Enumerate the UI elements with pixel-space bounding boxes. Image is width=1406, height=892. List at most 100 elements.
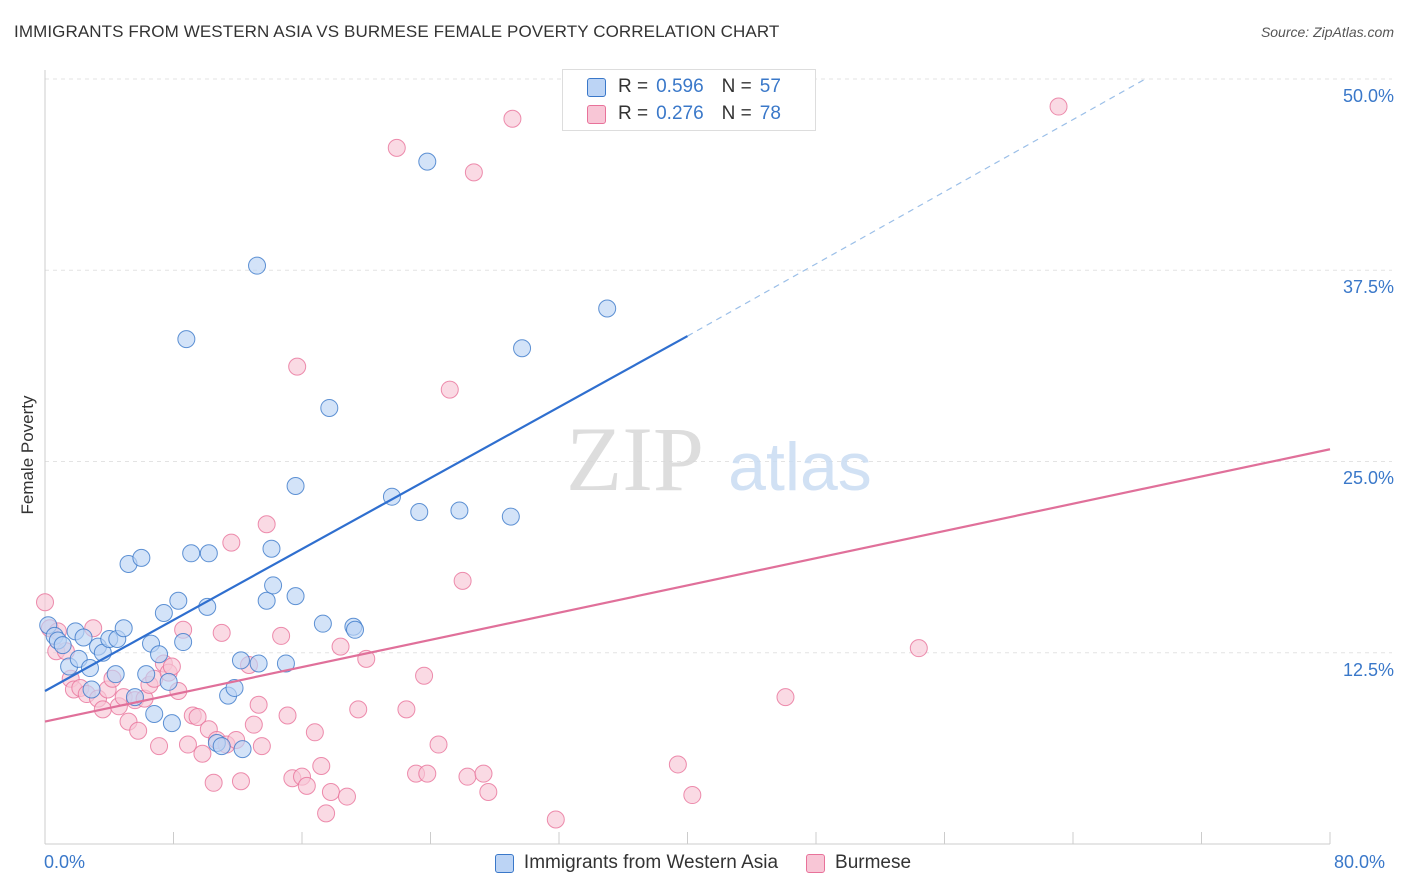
trend-line-western-asia [44, 335, 689, 692]
point-burmese [683, 786, 702, 805]
point-burmese [337, 787, 356, 806]
point-burmese [479, 782, 498, 801]
point-burmese [418, 764, 437, 783]
point-western-asia [410, 502, 429, 521]
point-burmese [331, 637, 350, 656]
point-burmese [150, 737, 169, 756]
y-tick-label-25: 25.0% [1342, 468, 1394, 488]
point-western-asia [137, 665, 156, 684]
point-burmese [222, 533, 241, 552]
legend-n-label: N = [721, 103, 752, 124]
point-western-asia [257, 591, 276, 610]
point-burmese [458, 767, 477, 786]
point-burmese [312, 756, 331, 775]
point-burmese [397, 700, 416, 719]
point-western-asia [262, 539, 281, 558]
point-burmese [453, 571, 472, 590]
legend-swatch-pink [587, 104, 606, 124]
point-western-asia [320, 398, 339, 417]
point-burmese [668, 755, 687, 774]
point-burmese [36, 593, 54, 612]
chart-title: IMMIGRANTS FROM WESTERN ASIA VS BURMESE … [14, 22, 780, 41]
gridlines [45, 78, 1392, 654]
point-burmese [321, 782, 340, 801]
point-burmese [440, 380, 459, 399]
point-burmese [193, 744, 212, 763]
point-western-asia [132, 548, 151, 567]
legend-n-value-pink: 78 [759, 103, 781, 124]
point-western-asia [154, 603, 173, 622]
point-western-asia [598, 299, 617, 318]
legend-n-value-blue: 57 [759, 76, 781, 97]
point-burmese [429, 735, 448, 754]
point-burmese [503, 109, 522, 128]
point-western-asia [346, 620, 365, 639]
y-tick-label-37-5: 37.5% [1342, 277, 1394, 297]
point-western-asia [53, 636, 72, 655]
point-burmese [129, 721, 148, 740]
point-western-asia [150, 645, 169, 664]
point-western-asia [248, 256, 267, 275]
source-label: Source: ZipAtlas.com [1260, 24, 1394, 40]
point-western-asia [225, 678, 244, 697]
legend-item-burmese[interactable]: Burmese [806, 852, 911, 874]
axes [44, 70, 1331, 845]
point-western-asia [264, 576, 283, 595]
point-burmese [776, 688, 795, 707]
point-burmese [288, 357, 307, 376]
legend-r-label: R = [618, 76, 649, 97]
legend-r-label: R = [618, 103, 649, 124]
point-western-asia [145, 704, 164, 723]
legend-item-western-asia[interactable]: Immigrants from Western Asia [494, 852, 779, 874]
point-western-asia [74, 628, 93, 647]
point-western-asia [501, 507, 520, 526]
point-burmese [178, 735, 197, 754]
point-burmese [249, 695, 268, 714]
x-tick-label-max: 80.0% [1334, 852, 1386, 872]
point-western-asia [233, 740, 252, 759]
point-burmese [244, 715, 263, 734]
point-burmese [231, 772, 250, 791]
point-western-asia [286, 476, 305, 495]
point-burmese [464, 163, 483, 182]
legend-row-blue: R = 0.596 N = 57 [587, 75, 781, 99]
point-western-asia [286, 587, 305, 606]
point-burmese [387, 138, 406, 157]
trend-line-burmese [44, 448, 1331, 723]
point-burmese [188, 708, 207, 727]
legend-swatch-western-asia [494, 853, 514, 873]
point-burmese [546, 810, 565, 829]
y-tick-label-12-5: 12.5% [1342, 660, 1394, 680]
legend-swatch-burmese [806, 853, 826, 873]
legend-label-western-asia: Immigrants from Western Asia [523, 852, 779, 873]
point-burmese [349, 700, 368, 719]
point-burmese [212, 623, 231, 642]
point-burmese [909, 639, 928, 658]
watermark-zip: ZIP [566, 408, 704, 510]
watermark: ZIP atlas [566, 408, 872, 510]
point-burmese [162, 657, 181, 676]
point-burmese [305, 723, 324, 742]
point-western-asia [450, 501, 469, 520]
point-western-asia [159, 672, 178, 691]
point-western-asia [82, 680, 101, 699]
legend-r-value-pink: 0.276 [656, 103, 704, 124]
watermark-atlas: atlas [728, 429, 872, 505]
series-western-asia [39, 152, 617, 759]
x-tick-label-min: 0.0% [44, 852, 86, 872]
legend-n-label: N = [721, 76, 752, 97]
point-burmese [252, 737, 271, 756]
point-burmese [1049, 97, 1068, 116]
point-burmese [204, 773, 223, 792]
series-legend: Immigrants from Western Asia Burmese [0, 852, 1406, 874]
point-burmese [297, 776, 316, 795]
point-western-asia [169, 591, 188, 610]
point-western-asia [212, 737, 231, 756]
legend-swatch-blue [587, 77, 606, 97]
point-western-asia [231, 651, 250, 670]
point-western-asia [513, 339, 532, 358]
point-western-asia [106, 665, 125, 684]
point-western-asia [162, 714, 181, 733]
point-burmese [257, 515, 276, 534]
